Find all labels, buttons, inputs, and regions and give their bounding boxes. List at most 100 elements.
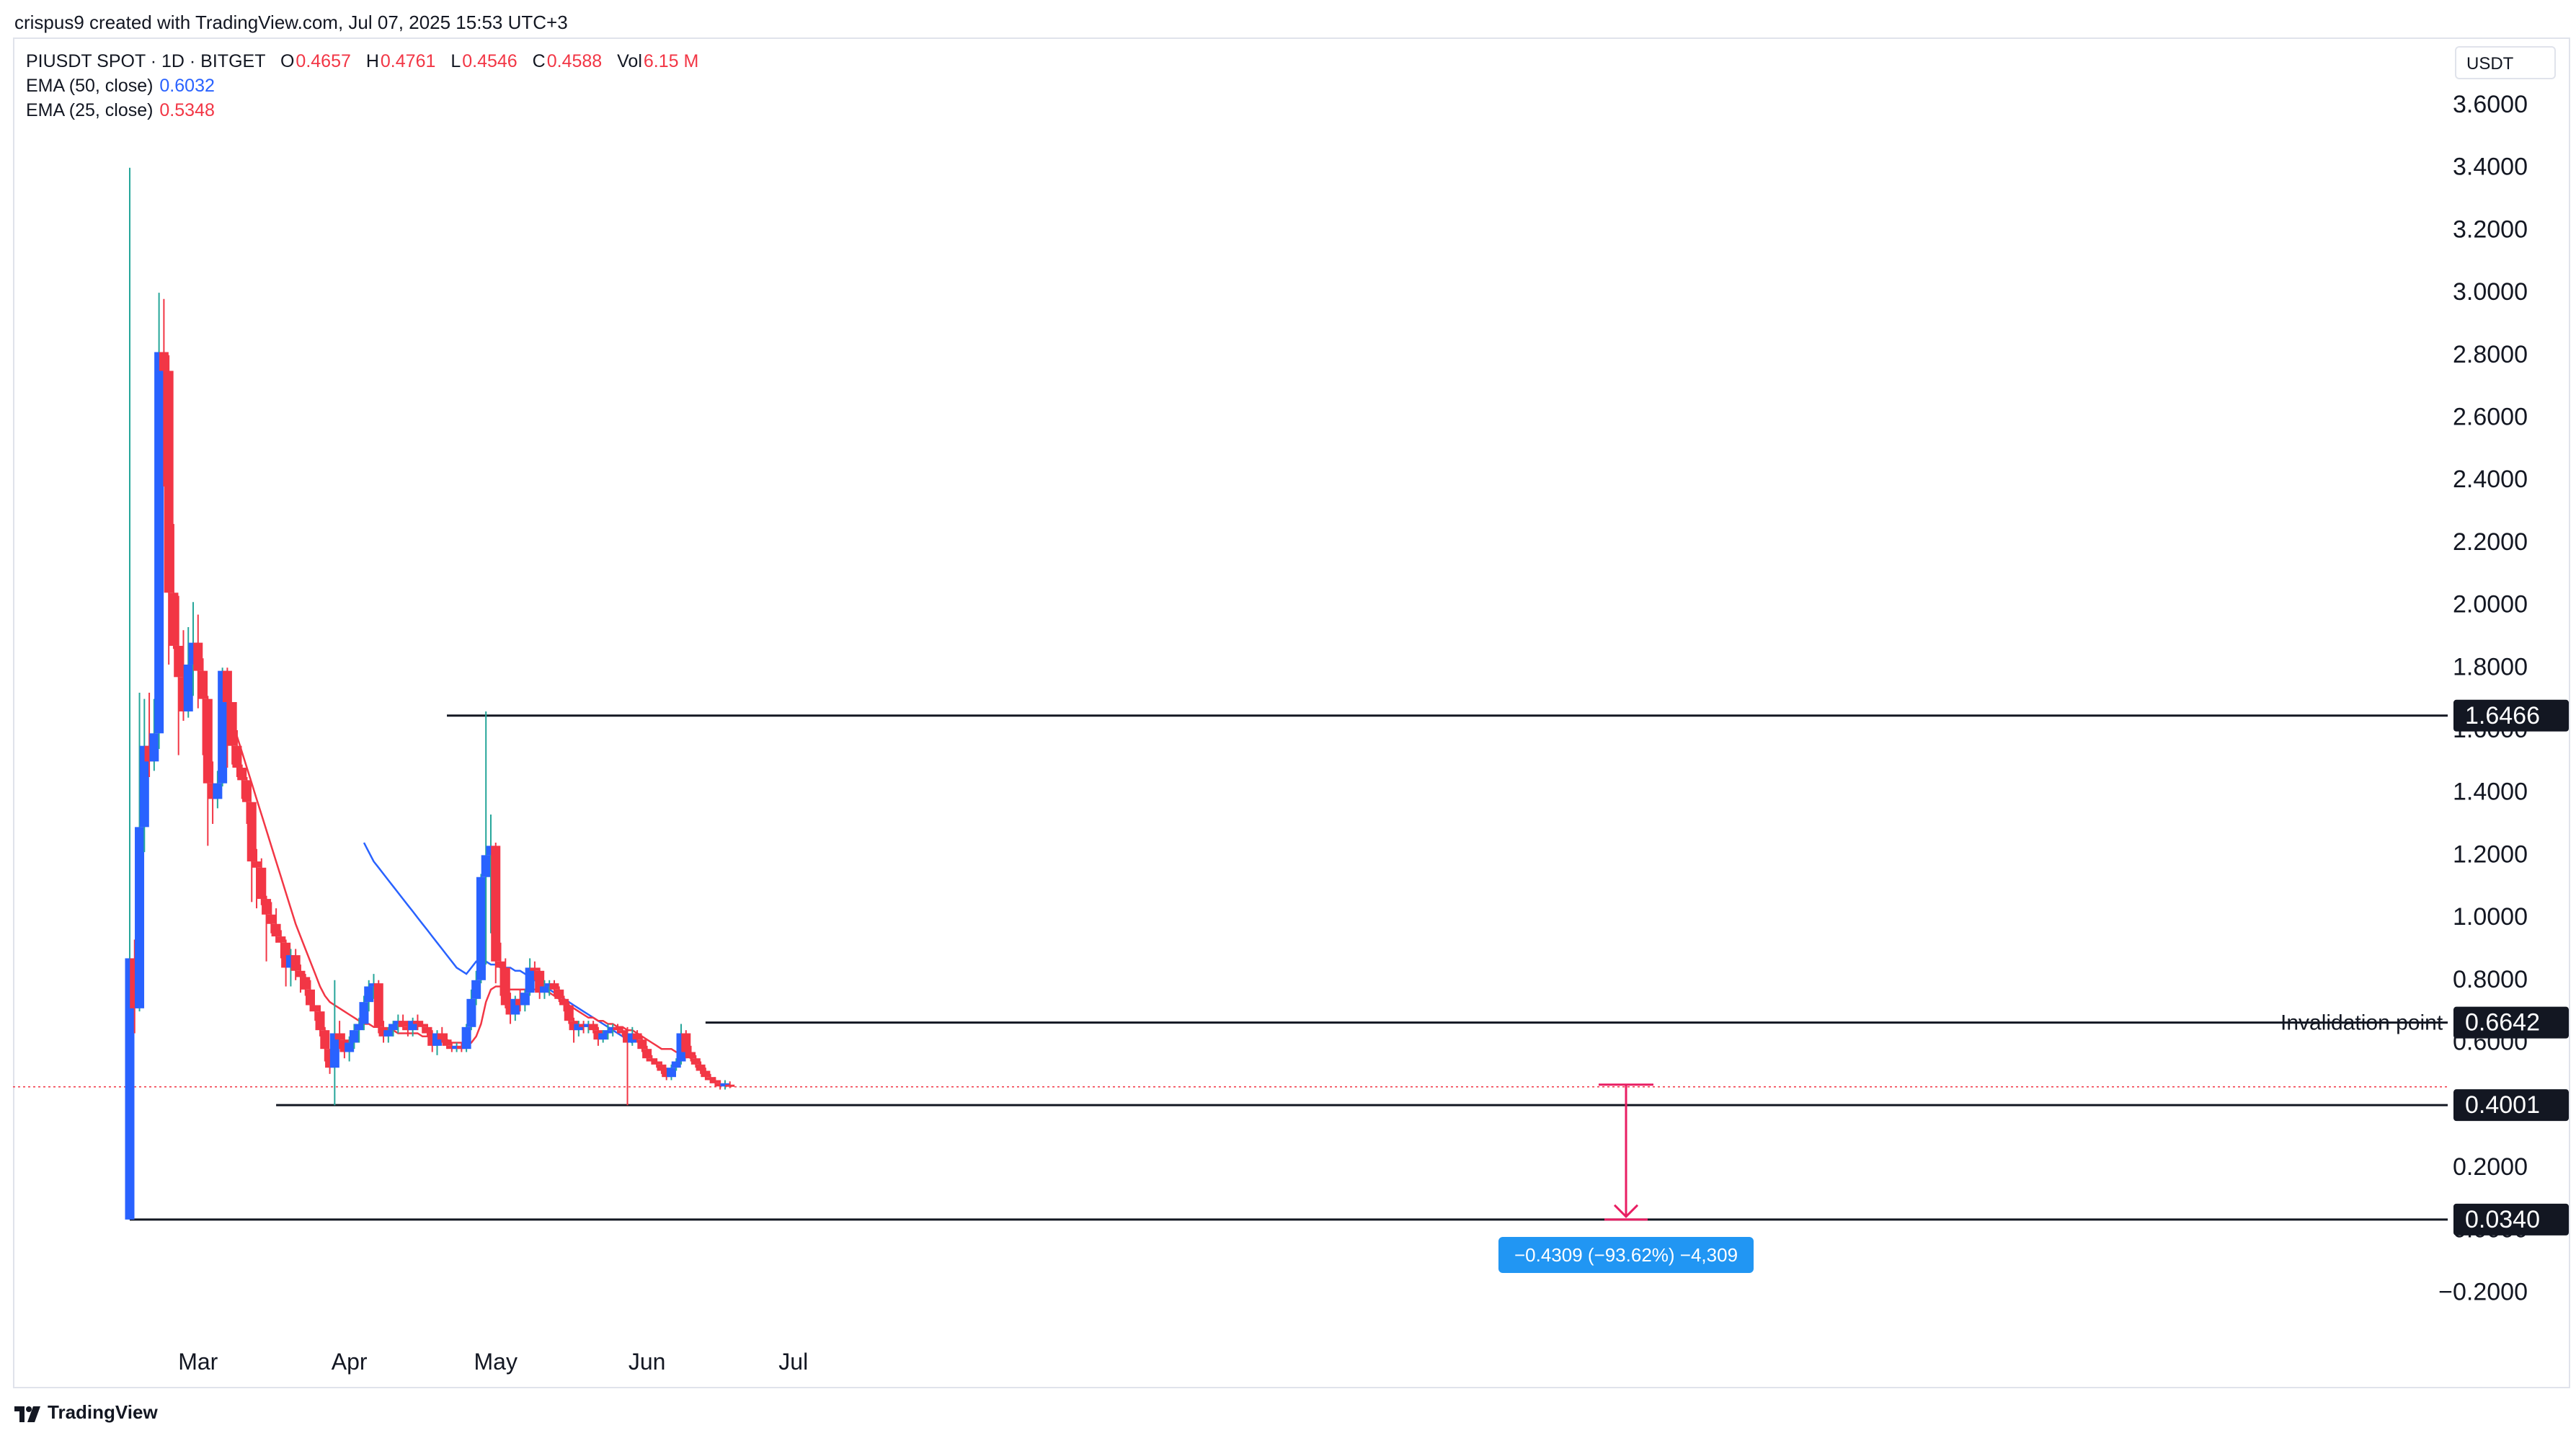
measure-label-text: −0.4309 (−93.62%) −4,309 — [1514, 1244, 1738, 1266]
candle — [305, 980, 315, 1012]
price-tick-label: 1.8000 — [2453, 653, 2528, 680]
candle — [544, 980, 554, 996]
candle-body — [159, 352, 169, 371]
candle — [725, 1081, 735, 1088]
candle-body — [257, 867, 267, 900]
candle — [257, 858, 267, 905]
candle — [369, 974, 378, 999]
candle-body — [496, 961, 506, 968]
ema25-line — [221, 692, 701, 1065]
candle — [603, 1024, 613, 1040]
candle — [456, 1042, 466, 1052]
ema50-label: EMA (50, close) — [26, 76, 154, 96]
candle — [422, 1024, 432, 1037]
candle — [388, 1021, 399, 1037]
candle — [320, 1026, 330, 1062]
price-tick-label: 3.0000 — [2453, 278, 2528, 306]
candle — [329, 980, 339, 1106]
candle-body — [383, 1030, 394, 1037]
price-tick-label: 0.2000 — [2453, 1153, 2528, 1181]
candle-body — [442, 1039, 452, 1046]
candle-body — [549, 983, 559, 990]
open-value: 0.4657 — [296, 51, 351, 71]
candle-body — [696, 1064, 706, 1071]
candle-body — [564, 1005, 574, 1021]
candle — [125, 167, 135, 1220]
candle-body — [481, 855, 491, 877]
candle-body — [203, 698, 213, 784]
candle — [437, 1026, 447, 1043]
candle — [525, 958, 535, 996]
candle-body — [647, 1058, 657, 1062]
price-badges: 1.6466 0.6642 0.4001 0.0340 — [2453, 699, 2569, 1235]
candle-body — [320, 1030, 330, 1050]
tradingview-logo-icon — [14, 1405, 40, 1422]
candle — [447, 1042, 457, 1052]
candle-body — [456, 1045, 466, 1050]
tradingview-logo[interactable]: TradingView — [14, 1401, 158, 1424]
candle-body — [198, 670, 208, 699]
candle-body — [169, 593, 179, 646]
candle-body — [154, 352, 164, 734]
price-tick-label: 1.0000 — [2453, 903, 2528, 931]
candle-body — [652, 1061, 662, 1065]
candle-body — [262, 899, 272, 915]
candle-body — [686, 1052, 696, 1059]
candle — [706, 1073, 716, 1083]
candle — [276, 930, 286, 959]
candle-body — [271, 923, 281, 937]
candle-body — [715, 1083, 725, 1087]
high-value: 0.4761 — [380, 51, 436, 71]
candle-body — [598, 1033, 608, 1040]
candle-body — [520, 993, 530, 1006]
candle-body — [574, 1024, 584, 1031]
candle — [715, 1080, 725, 1090]
candle-body — [349, 1030, 359, 1043]
price-tick-label: −0.2000 — [2438, 1278, 2528, 1305]
candle — [364, 980, 374, 1012]
candle-body — [252, 861, 262, 868]
candle — [345, 1036, 355, 1062]
symbol-label: PIUSDT SPOT · 1D · BITGET — [26, 51, 266, 71]
candle — [241, 777, 252, 825]
price-badge-box — [2453, 699, 2569, 732]
candle — [193, 614, 203, 709]
candle — [237, 764, 247, 799]
candle — [262, 895, 272, 962]
candle — [690, 1055, 701, 1068]
candle — [618, 1026, 628, 1037]
candle — [491, 843, 501, 984]
candle-body — [135, 827, 145, 1008]
candle-body — [174, 645, 184, 678]
candle — [149, 698, 159, 771]
candle — [515, 989, 525, 1012]
legend-ema25-row: EMA (25, close) 0.5348 — [26, 98, 698, 123]
candle-body — [637, 1039, 647, 1050]
candle-body — [539, 986, 549, 993]
candle-body — [554, 989, 564, 999]
price-badge-box — [2453, 1006, 2569, 1039]
candle — [442, 1033, 452, 1050]
price-badge-box — [2453, 1203, 2569, 1235]
candle — [174, 595, 184, 755]
candle-body — [422, 1026, 432, 1034]
candle-body — [354, 1024, 364, 1031]
candle — [412, 1014, 422, 1031]
candle-body — [222, 670, 232, 702]
candle — [720, 1080, 730, 1090]
legend-ohlc-row: PIUSDT SPOT · 1D · BITGET O0.4657 H0.476… — [26, 51, 699, 71]
candle — [637, 1036, 647, 1052]
candle-body — [315, 1011, 325, 1031]
candle — [662, 1068, 672, 1081]
candle — [461, 1024, 471, 1052]
candle-body — [720, 1083, 730, 1087]
candle — [301, 974, 311, 996]
candle-body — [447, 1045, 457, 1050]
price-badge-text: 0.6642 — [2465, 1009, 2540, 1037]
candle — [135, 692, 145, 1012]
candle — [359, 995, 369, 1031]
time-tick-label: Jul — [778, 1349, 808, 1375]
candle-body — [183, 664, 193, 711]
currency-unit-selector[interactable]: USDT — [2455, 46, 2556, 79]
